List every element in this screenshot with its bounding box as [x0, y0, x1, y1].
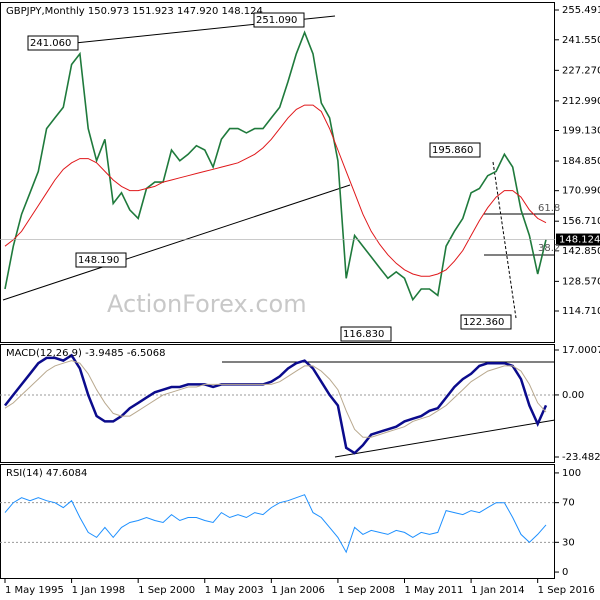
series-line: [4, 353, 548, 455]
y-tick-label: 199.130: [562, 125, 600, 136]
y-tick-label: 70: [562, 498, 575, 509]
y-tick-label: 128.570: [562, 276, 600, 287]
watermark: ActionForex.com: [107, 290, 307, 318]
x-tick-label: 1 Sep 2016: [538, 585, 595, 596]
annotation-box: [429, 142, 481, 158]
x-tick-label: 1 May 2003: [205, 585, 264, 596]
current-price-box: [556, 233, 600, 246]
x-tick-label: 1 Sep 2000: [138, 585, 195, 596]
annotation-box: [340, 326, 392, 342]
annotation-box: [460, 314, 512, 330]
annotation: 148.190: [78, 255, 119, 266]
series-line: [4, 360, 547, 438]
current-price-label: 148.124: [559, 235, 600, 246]
annotation: 38.2: [538, 243, 560, 254]
pane-title: MACD(12,26,9) -3.9485 -6.5068: [6, 348, 166, 359]
x-tick-label: 1 May 2011: [405, 585, 464, 596]
x-tick-label: 1 Jan 1998: [72, 585, 126, 596]
annotation: 195.860: [432, 145, 473, 156]
y-tick-label: -23.4823: [562, 452, 600, 463]
y-tick-label: 100: [562, 468, 581, 479]
trend-line: [2, 184, 351, 301]
annotation: 251.090: [256, 15, 297, 26]
y-tick-label: 255.491: [562, 5, 600, 16]
x-tick-label: 1 Sep 2008: [338, 585, 395, 596]
annotation: 241.060: [30, 38, 71, 49]
y-tick-label: 142.850: [562, 246, 600, 257]
annotation-box: [27, 35, 79, 51]
y-tick-label: 227.270: [562, 65, 600, 76]
series-line: [4, 30, 547, 302]
annotation: 122.360: [463, 317, 504, 328]
pane-frame: [0, 344, 555, 463]
trend-line: [334, 419, 556, 458]
series-line: [4, 494, 547, 554]
y-tick-label: 184.850: [562, 156, 600, 167]
y-tick-label: 212.990: [562, 96, 600, 107]
series-line: [4, 104, 547, 277]
y-tick-label: 114.710: [562, 306, 600, 317]
pane-title: RSI(14) 47.6084: [6, 468, 87, 479]
y-tick-label: 0: [562, 567, 568, 578]
pane-frame: [0, 2, 555, 343]
y-tick-label: 0.00: [562, 390, 584, 401]
y-tick-label: 17.0007: [562, 345, 600, 356]
x-tick-label: 1 May 1995: [5, 585, 64, 596]
annotation-box: [253, 12, 305, 28]
y-tick-label: 241.550: [562, 35, 600, 46]
y-tick-label: 170.990: [562, 186, 600, 197]
pane-frame: [0, 464, 555, 579]
pane-title: GBPJPY,Monthly 150.973 151.923 147.920 1…: [6, 6, 263, 17]
annotation-box: [75, 252, 127, 268]
x-tick-label: 1 Jan 2014: [471, 585, 525, 596]
y-tick-label: 30: [562, 537, 575, 548]
annotation: 61.8: [538, 203, 560, 214]
annotation: 116.830: [343, 329, 384, 340]
y-tick-label: 156.710: [562, 216, 600, 227]
swing-line: [492, 161, 517, 319]
x-tick-label: 1 Jan 2006: [271, 585, 325, 596]
